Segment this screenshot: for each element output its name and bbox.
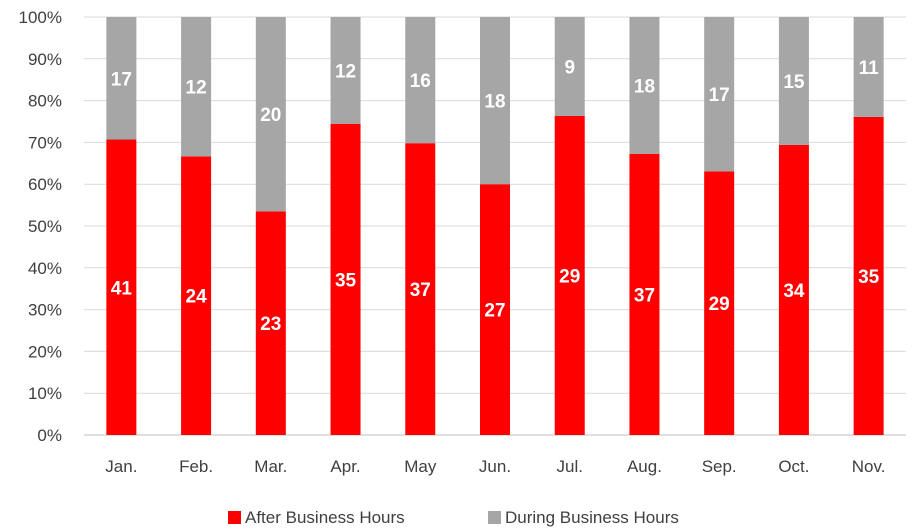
- legend: After Business Hours During Business Hour…: [228, 508, 679, 527]
- data-label-during-business-hours: 12: [186, 78, 207, 99]
- x-tick-label: Apr.: [330, 457, 360, 476]
- x-tick-label: Sep.: [702, 457, 737, 476]
- bar-during-business-hours: [255, 17, 286, 212]
- data-label-during-business-hours: 15: [783, 72, 805, 93]
- bar-after-business-hours: [778, 144, 809, 436]
- bar-after-business-hours: [106, 139, 137, 435]
- y-tick-label: 100%: [19, 8, 62, 27]
- x-tick-label: May: [404, 457, 437, 476]
- data-label-during-business-hours: 17: [111, 69, 132, 90]
- bar-after-business-hours: [704, 171, 735, 435]
- bar-during-business-hours: [629, 17, 660, 154]
- y-tick-label: 70%: [28, 133, 62, 152]
- data-label-during-business-hours: 20: [260, 105, 281, 126]
- data-label-during-business-hours: 16: [410, 71, 431, 92]
- bar-during-business-hours: [778, 17, 809, 145]
- bar-during-business-hours: [330, 17, 361, 124]
- x-tick-label: Aug.: [627, 457, 662, 476]
- bar-after-business-hours: [330, 123, 361, 436]
- y-axis: 0% 10% 20% 30% 40% 50% 60% 70% 80% 90% 100%: [19, 8, 62, 445]
- data-label-during-business-hours: 11: [859, 58, 880, 79]
- data-label-after-business-hours: 23: [260, 314, 281, 335]
- x-tick-label: Jan.: [105, 457, 137, 476]
- x-tick-label: Jul.: [556, 457, 582, 476]
- data-label-after-business-hours: 35: [858, 267, 880, 288]
- bar-during-business-hours: [181, 17, 212, 157]
- bar-during-business-hours: [480, 17, 510, 185]
- x-tick-label: Oct.: [778, 457, 809, 476]
- data-label-after-business-hours: 29: [709, 294, 730, 315]
- data-label-after-business-hours: 27: [484, 301, 505, 322]
- bar-during-business-hours: [405, 17, 436, 144]
- data-label-during-business-hours: 17: [709, 85, 730, 106]
- legend-label-after-business-hours: After Business Hours: [245, 508, 405, 527]
- y-tick-label: 20%: [28, 342, 62, 361]
- data-label-during-business-hours: 18: [484, 92, 505, 113]
- y-tick-label: 10%: [28, 384, 62, 403]
- data-labels: 41 17 24 12 23 20 35 12 37 16 27 18 29 9 37 18 29 17 34 15 3…: [111, 58, 880, 336]
- y-tick-label: 90%: [28, 50, 62, 69]
- bar-after-business-hours: [629, 153, 660, 436]
- data-label-after-business-hours: 35: [335, 270, 357, 291]
- data-label-after-business-hours: 34: [783, 281, 805, 302]
- data-label-during-business-hours: 18: [634, 76, 655, 97]
- legend-swatch-during-business-hours: [488, 511, 501, 524]
- bar-after-business-hours: [255, 211, 286, 435]
- y-tick-label: 0%: [37, 426, 62, 445]
- legend-swatch-after-business-hours: [228, 511, 241, 524]
- y-tick-label: 40%: [28, 259, 62, 278]
- data-label-during-business-hours: 9: [564, 58, 575, 79]
- data-label-after-business-hours: 37: [634, 285, 655, 306]
- x-tick-label: Nov.: [852, 457, 886, 476]
- y-tick-label: 50%: [28, 217, 62, 236]
- data-label-after-business-hours: 24: [186, 287, 208, 308]
- x-axis: Jan. Feb. Mar. Apr. May Jun. Jul. Aug. Sep. Oct. N…: [105, 457, 885, 476]
- y-tick-label: 80%: [28, 92, 62, 111]
- legend-label-during-business-hours: During Business Hours: [505, 508, 679, 527]
- data-label-after-business-hours: 37: [410, 280, 431, 301]
- bar-after-business-hours: [480, 184, 510, 435]
- x-tick-label: Mar.: [254, 457, 287, 476]
- x-tick-label: Jun.: [479, 457, 511, 476]
- bar-after-business-hours: [554, 116, 585, 435]
- x-tick-label: Feb.: [179, 457, 213, 476]
- y-tick-label: 60%: [28, 175, 62, 194]
- y-tick-label: 30%: [28, 301, 62, 320]
- bars: [106, 17, 884, 436]
- bar-during-business-hours: [853, 17, 884, 117]
- bar-after-business-hours: [181, 156, 212, 436]
- bar-after-business-hours: [405, 143, 436, 436]
- data-label-after-business-hours: 41: [111, 278, 133, 299]
- data-label-after-business-hours: 29: [559, 267, 580, 288]
- bar-during-business-hours: [704, 17, 735, 172]
- bar-during-business-hours: [106, 17, 137, 140]
- bar-after-business-hours: [853, 116, 884, 436]
- data-label-during-business-hours: 12: [335, 61, 356, 82]
- bar-during-business-hours: [554, 17, 585, 116]
